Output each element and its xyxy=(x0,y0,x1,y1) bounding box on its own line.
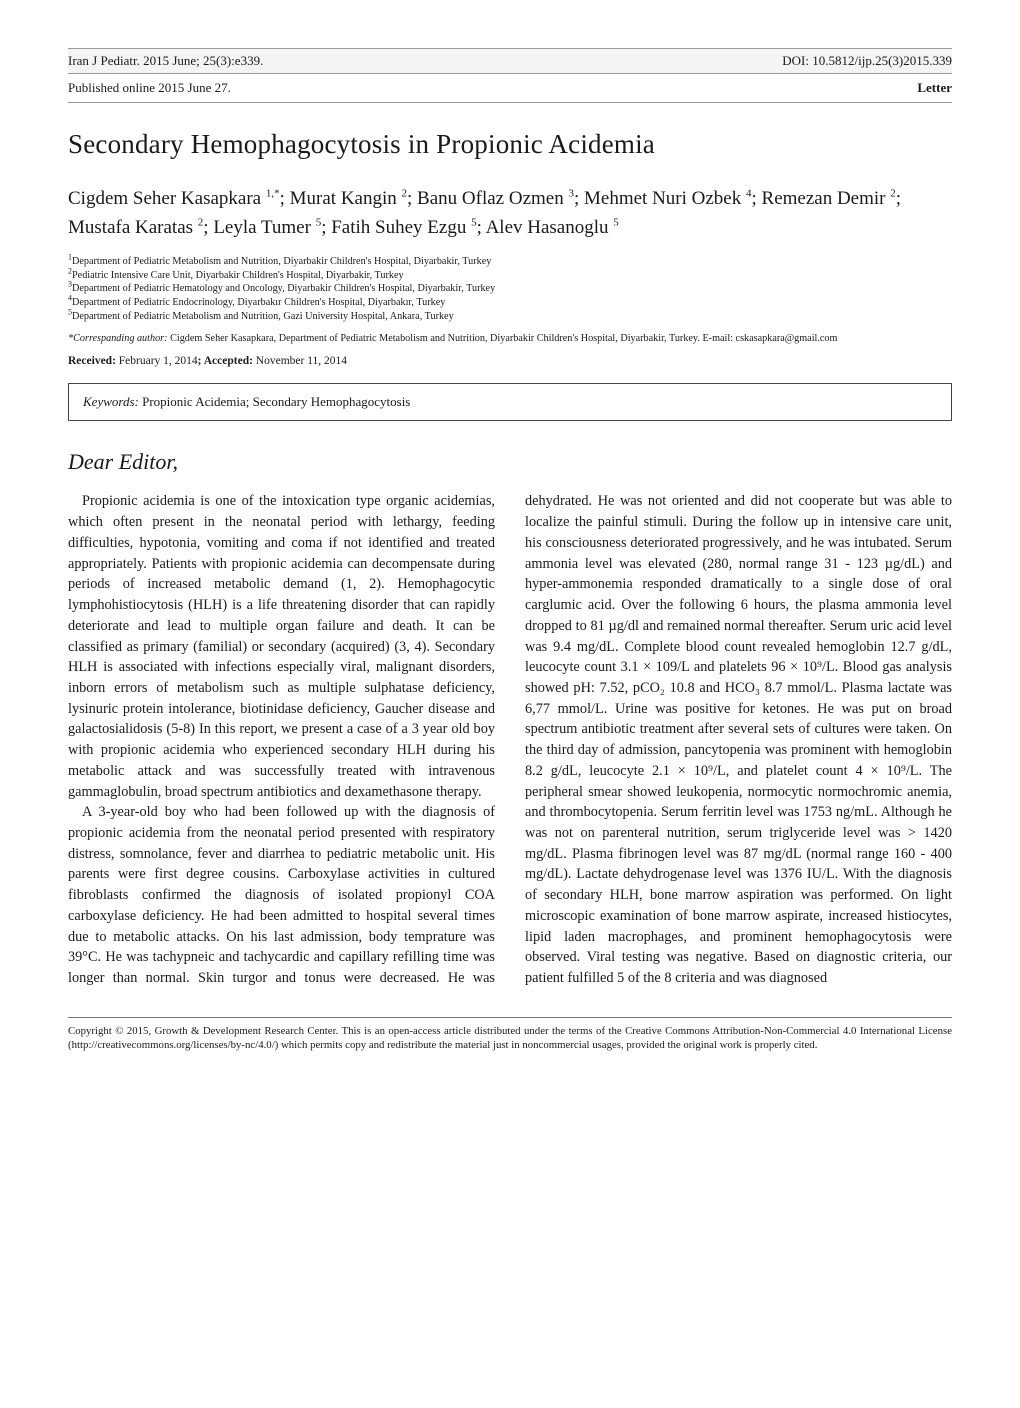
author-sup: 2 xyxy=(402,188,408,200)
author-name: Alev Hasanoglu xyxy=(486,217,614,238)
accepted-label: ; Accepted: xyxy=(198,355,253,367)
copyright-text: Copyright © 2015, Growth & Development R… xyxy=(68,1024,952,1053)
author-sup: 5 xyxy=(471,217,477,229)
body-columns: Propionic acidemia is one of the intoxic… xyxy=(68,491,952,988)
affiliations-block: 1Department of Pediatric Metabolism and … xyxy=(68,255,952,324)
dates-line: Received: February 1, 2014; Accepted: No… xyxy=(68,355,952,367)
keywords-box: Keywords: Propionic Acidemia; Secondary … xyxy=(68,383,952,421)
doi: DOI: 10.5812/ijp.25(3)2015.339 xyxy=(782,53,952,69)
author-name: Remezan Demir xyxy=(762,188,891,209)
author-sup: 2 xyxy=(198,217,204,229)
author-name: Mehmet Nuri Ozbek xyxy=(584,188,746,209)
affiliation-line: 5Department of Pediatric Metabolism and … xyxy=(68,310,952,324)
author-sup: 5 xyxy=(316,217,322,229)
body-paragraph: Propionic acidemia is one of the intoxic… xyxy=(68,491,495,802)
affiliation-line: 4Department of Pediatric Endocrinology, … xyxy=(68,296,952,310)
footer-rule: Copyright © 2015, Growth & Development R… xyxy=(68,1017,952,1053)
article-type: Letter xyxy=(917,80,952,96)
header-top-row: Iran J Pediatr. 2015 June; 25(3):e339. D… xyxy=(68,48,952,74)
received-label: Received: xyxy=(68,355,116,367)
author-sup: 3 xyxy=(568,188,574,200)
keywords-values: Propionic Acidemia; Secondary Hemophagoc… xyxy=(142,394,410,409)
author-name: Fatih Suhey Ezgu xyxy=(331,217,471,238)
author-sup: 2 xyxy=(890,188,896,200)
author-name: Leyla Tumer xyxy=(213,217,315,238)
author-name: Murat Kangin xyxy=(290,188,402,209)
corresponding-text: Cigdem Seher Kasapkara, Department of Pe… xyxy=(168,333,838,344)
affiliation-text: Pediatric Intensive Care Unit, Diyarbaki… xyxy=(72,270,404,281)
author-sup: 4 xyxy=(746,188,752,200)
affiliation-text: Department of Pediatric Metabolism and N… xyxy=(72,256,491,267)
affiliation-text: Department of Pediatric Hematology and O… xyxy=(72,283,495,294)
author-sup: 5 xyxy=(613,217,619,229)
article-title: Secondary Hemophagocytosis in Propionic … xyxy=(68,129,952,160)
author-sup: 1,* xyxy=(266,188,280,200)
journal-citation: Iran J Pediatr. 2015 June; 25(3):e339. xyxy=(68,53,263,69)
keywords-label: Keywords: xyxy=(83,394,142,409)
author-name: Banu Oflaz Ozmen xyxy=(417,188,568,209)
corresponding-label: *Correspanding author: xyxy=(68,333,168,344)
affiliation-text: Department of Pediatric Metabolism and N… xyxy=(72,311,454,322)
received-value: February 1, 2014 xyxy=(116,355,198,367)
author-name: Cigdem Seher Kasapkara xyxy=(68,188,266,209)
section-heading: Dear Editor, xyxy=(68,449,952,475)
affiliation-text: Department of Pediatric Endocrinology, D… xyxy=(72,297,445,308)
affiliation-line: 1Department of Pediatric Metabolism and … xyxy=(68,255,952,269)
author-name: Mustafa Karatas xyxy=(68,217,198,238)
corresponding-author: *Correspanding author: Cigdem Seher Kasa… xyxy=(68,332,952,346)
affiliation-line: 3Department of Pediatric Hematology and … xyxy=(68,282,952,296)
page-root: Iran J Pediatr. 2015 June; 25(3):e339. D… xyxy=(0,0,1020,1093)
accepted-value: November 11, 2014 xyxy=(253,355,347,367)
affiliation-line: 2Pediatric Intensive Care Unit, Diyarbak… xyxy=(68,269,952,283)
header-pub-row: Published online 2015 June 27. Letter xyxy=(68,74,952,103)
authors-line: Cigdem Seher Kasapkara 1,*; Murat Kangin… xyxy=(68,184,952,243)
published-online: Published online 2015 June 27. xyxy=(68,80,231,96)
